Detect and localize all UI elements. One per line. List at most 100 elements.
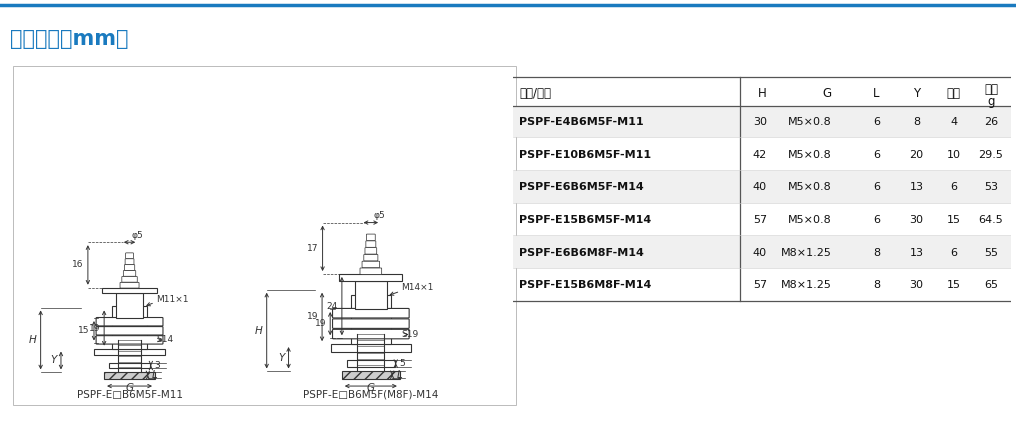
Text: M8×1.25: M8×1.25	[781, 247, 832, 258]
Text: M14×1: M14×1	[401, 283, 434, 292]
FancyBboxPatch shape	[366, 241, 376, 247]
Text: 30: 30	[753, 117, 767, 128]
Text: PSPF-E6B6M5F-M14: PSPF-E6B6M5F-M14	[519, 182, 644, 193]
Text: 15: 15	[947, 215, 961, 225]
Text: G: G	[126, 383, 133, 393]
Text: 57: 57	[753, 280, 767, 290]
Polygon shape	[346, 360, 395, 367]
Text: 40: 40	[753, 247, 767, 258]
FancyBboxPatch shape	[124, 265, 135, 270]
FancyBboxPatch shape	[332, 329, 409, 339]
Text: 行程: 行程	[947, 87, 961, 101]
Text: 4: 4	[950, 117, 957, 128]
Text: M5×0.8: M5×0.8	[788, 150, 832, 160]
Polygon shape	[102, 288, 156, 294]
FancyBboxPatch shape	[360, 268, 382, 274]
Text: 尺寸规格（mm）: 尺寸规格（mm）	[10, 29, 129, 48]
FancyBboxPatch shape	[125, 259, 134, 265]
Text: M5×0.8: M5×0.8	[788, 182, 832, 193]
Text: 17: 17	[307, 244, 318, 253]
Text: PSPF-E□B6M5F-M11: PSPF-E□B6M5F-M11	[76, 389, 183, 400]
FancyBboxPatch shape	[97, 327, 163, 335]
Text: PSPF-E6B6M8F-M14: PSPF-E6B6M8F-M14	[519, 247, 644, 258]
FancyBboxPatch shape	[97, 318, 163, 326]
Text: 57: 57	[753, 215, 767, 225]
Text: 42: 42	[753, 150, 767, 160]
Text: G: G	[823, 87, 832, 101]
Text: 5: 5	[399, 359, 405, 368]
Text: PSPF-E15B6M8F-M14: PSPF-E15B6M8F-M14	[519, 280, 651, 290]
Text: 19: 19	[307, 312, 318, 321]
Text: 19: 19	[88, 324, 100, 333]
Text: 8: 8	[912, 117, 919, 128]
FancyBboxPatch shape	[332, 309, 409, 318]
Text: 8: 8	[873, 280, 880, 290]
Text: 13: 13	[909, 182, 924, 193]
Bar	[513, 236, 1011, 268]
Text: PSPF-E□B6M5F(M8F)-M14: PSPF-E□B6M5F(M8F)-M14	[303, 389, 439, 400]
Text: M11×1: M11×1	[156, 295, 188, 304]
FancyBboxPatch shape	[332, 319, 409, 328]
Text: 53: 53	[985, 182, 998, 193]
Text: φ5: φ5	[132, 231, 143, 240]
Text: H: H	[255, 326, 262, 336]
FancyBboxPatch shape	[120, 282, 139, 288]
Text: M5×0.8: M5×0.8	[788, 117, 832, 128]
Text: 16: 16	[72, 261, 83, 270]
Text: g: g	[988, 95, 995, 108]
FancyBboxPatch shape	[362, 261, 380, 268]
Text: 64.5: 64.5	[978, 215, 1004, 225]
Polygon shape	[116, 294, 143, 318]
Text: 24: 24	[326, 302, 337, 311]
Text: 15: 15	[947, 280, 961, 290]
Polygon shape	[104, 372, 154, 378]
Text: L: L	[396, 370, 402, 380]
Polygon shape	[109, 363, 150, 369]
Text: H: H	[758, 87, 767, 101]
FancyBboxPatch shape	[364, 254, 378, 261]
Polygon shape	[330, 344, 411, 352]
Text: 10: 10	[947, 150, 961, 160]
Polygon shape	[339, 274, 402, 281]
Text: 40: 40	[753, 182, 767, 193]
Polygon shape	[112, 306, 147, 348]
Text: S19: S19	[401, 330, 419, 339]
Polygon shape	[341, 372, 400, 378]
Text: 6: 6	[950, 182, 957, 193]
Text: 30: 30	[909, 280, 924, 290]
Text: 6: 6	[873, 150, 880, 160]
Polygon shape	[94, 348, 165, 355]
Text: 65: 65	[985, 280, 998, 290]
Text: Y: Y	[51, 356, 57, 366]
Text: 单重: 单重	[985, 83, 998, 96]
Text: S14: S14	[156, 335, 173, 344]
Text: L: L	[874, 87, 880, 101]
FancyBboxPatch shape	[122, 276, 137, 282]
Text: L: L	[152, 371, 157, 380]
Text: 6: 6	[873, 117, 880, 128]
Text: H: H	[28, 335, 37, 345]
Text: 13: 13	[909, 247, 924, 258]
Bar	[513, 171, 1011, 202]
FancyBboxPatch shape	[367, 234, 375, 241]
Text: 26: 26	[983, 117, 998, 128]
Text: 6: 6	[950, 247, 957, 258]
Text: 型号/尺寸: 型号/尺寸	[519, 87, 551, 100]
Text: 55: 55	[985, 247, 998, 258]
Text: PSPF-E4B6M5F-M11: PSPF-E4B6M5F-M11	[519, 117, 644, 128]
FancyBboxPatch shape	[365, 248, 377, 254]
Text: 20: 20	[909, 150, 924, 160]
Text: 6: 6	[873, 215, 880, 225]
Text: 19: 19	[315, 319, 326, 328]
Text: Y: Y	[278, 353, 284, 363]
Text: 15: 15	[78, 326, 89, 335]
Text: 29.5: 29.5	[978, 150, 1004, 160]
Text: M8×1.25: M8×1.25	[781, 280, 832, 290]
FancyBboxPatch shape	[97, 336, 163, 344]
Text: 30: 30	[909, 215, 924, 225]
FancyBboxPatch shape	[126, 253, 133, 259]
Text: PSPF-E15B6M5F-M14: PSPF-E15B6M5F-M14	[519, 215, 651, 225]
Text: 8: 8	[873, 247, 880, 258]
Text: 3: 3	[153, 361, 160, 370]
FancyBboxPatch shape	[123, 270, 136, 276]
